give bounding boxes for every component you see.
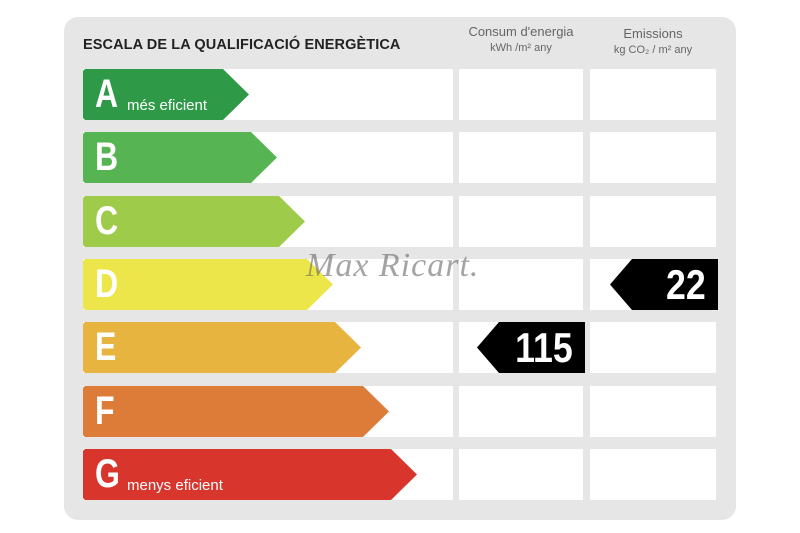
emissions-cell [590, 386, 716, 437]
rating-letter: D [95, 262, 119, 306]
rating-row-c: C [83, 196, 716, 247]
rating-letter: B [95, 135, 119, 179]
rating-arrow-c: C [83, 196, 305, 247]
emissions-marker-shape [610, 259, 718, 310]
consumption-cell [459, 196, 583, 247]
rating-arrow-f: F [83, 386, 389, 437]
rating-arrow-shape [83, 449, 417, 500]
consumption-column-header: Consum d'energia kWh /m² any [459, 24, 583, 56]
emissions-marker-value: 22 [666, 261, 706, 308]
rating-arrow-shape [83, 386, 389, 437]
rating-row-e: E 115 [83, 322, 716, 373]
emissions-column-header: Emissions kg CO₂ / m² any [590, 26, 716, 58]
emissions-cell [590, 132, 716, 183]
rating-row-d: D 22 [83, 259, 718, 310]
emissions-cell [590, 322, 716, 373]
consumption-marker-shape [477, 322, 585, 373]
label-title: ESCALA DE LA QUALIFICACIÓ ENERGÈTICA [83, 37, 401, 53]
emissions-header-unit: kg CO₂ / m² any [613, 44, 693, 56]
consumption-cell [459, 69, 583, 120]
emissions-cell [590, 69, 716, 120]
rating-row-b: B [83, 132, 716, 183]
rating-arrow-shape [83, 69, 249, 120]
consumption-header-label: Consum d'energia [468, 24, 574, 39]
consumption-cell [459, 449, 583, 500]
rating-arrow-shape [83, 322, 361, 373]
rating-letter: E [95, 325, 117, 369]
rating-letter: F [95, 389, 115, 433]
consumption-cell [459, 259, 583, 310]
emissions-cell [590, 196, 716, 247]
consumption-header-unit: kWh /m² any [490, 42, 552, 54]
emissions-marker: 22 [610, 259, 718, 310]
rating-letter: G [95, 452, 120, 496]
rating-arrow-d: D [83, 259, 333, 310]
rating-caption: menys eficient [127, 477, 223, 494]
emissions-header-label: Emissions [623, 26, 683, 41]
rating-letter: A [95, 72, 119, 116]
rating-arrow-shape [83, 132, 277, 183]
rating-row-f: F [83, 386, 716, 437]
consumption-cell [459, 386, 583, 437]
rating-arrow-shape [83, 259, 333, 310]
rating-letter: C [95, 199, 119, 243]
emissions-cell [590, 449, 716, 500]
consumption-marker-value: 115 [515, 324, 573, 371]
rating-arrow-e: E [83, 322, 361, 373]
rating-caption: més eficient [127, 97, 208, 114]
rating-arrow-b: B [83, 132, 277, 183]
rating-arrow-shape [83, 196, 305, 247]
watermark-logo: Max Ricart. [306, 247, 480, 284]
consumption-marker: 115 [477, 322, 585, 373]
consumption-cell [459, 132, 583, 183]
